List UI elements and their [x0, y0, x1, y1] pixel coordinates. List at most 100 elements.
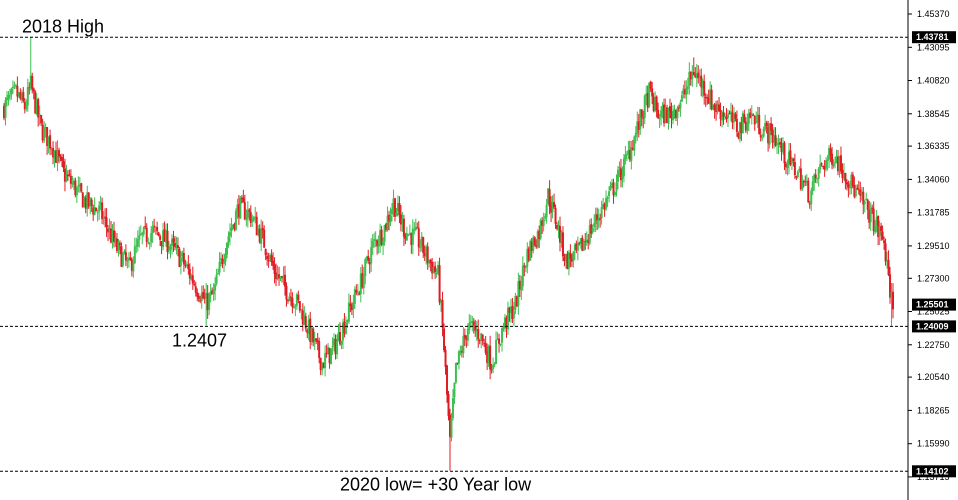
candle-body	[417, 228, 420, 248]
candle-body	[532, 237, 535, 251]
candle-body	[823, 165, 826, 170]
candle-body	[621, 175, 624, 179]
candle-body	[686, 86, 689, 89]
candle-body	[740, 122, 743, 133]
candle-body	[90, 199, 93, 207]
candle-body	[679, 102, 682, 109]
tick-label: 1.22750	[917, 340, 950, 350]
candle-body	[141, 233, 144, 235]
candle-body	[344, 322, 347, 334]
candle-body	[856, 187, 859, 189]
candle-body	[301, 310, 304, 325]
candle-body	[407, 234, 410, 236]
candle-body	[419, 247, 422, 249]
candle-body	[492, 364, 495, 369]
candle-body	[466, 329, 469, 341]
candle-body	[328, 348, 331, 364]
candle-body	[871, 207, 874, 210]
candle-body	[536, 231, 539, 248]
candle-body	[405, 233, 408, 241]
candle-body	[297, 294, 300, 301]
candle-body	[857, 189, 860, 191]
candle-body	[786, 164, 789, 168]
candle-body	[874, 225, 877, 233]
candle-body	[883, 240, 886, 244]
candle-body	[663, 104, 666, 124]
candle-body	[438, 265, 441, 303]
candle-body	[835, 156, 838, 163]
candle-body	[542, 219, 545, 227]
candle-body	[217, 272, 220, 275]
candle-body	[862, 191, 865, 205]
candle-body	[376, 240, 379, 247]
candle-body	[37, 99, 40, 118]
candle-body	[597, 217, 600, 221]
candle-body	[829, 148, 832, 156]
candle-body	[810, 190, 813, 205]
candle-body	[544, 216, 547, 219]
candle-body	[69, 175, 72, 184]
candle-body	[225, 242, 228, 255]
candle-body	[370, 247, 373, 264]
candle-body	[81, 192, 84, 208]
candle-body	[752, 114, 755, 116]
candle-body	[315, 338, 318, 341]
candle-body	[697, 72, 700, 79]
candle-body	[41, 124, 44, 141]
candle-body	[56, 149, 59, 162]
candle-body	[53, 151, 56, 159]
candle-body	[260, 228, 263, 244]
candle-body	[533, 237, 536, 246]
candle-body	[886, 260, 889, 262]
candle-body	[352, 302, 355, 309]
candle-body	[631, 148, 634, 151]
annotation-2020-low: 2020 low= +30 Year low	[340, 474, 532, 494]
candle-body	[107, 228, 110, 233]
candle-body	[52, 148, 55, 158]
candle-body	[753, 115, 756, 125]
candle-body	[5, 97, 8, 101]
candle-body	[517, 281, 520, 306]
candle-body	[633, 136, 636, 151]
candle-body	[793, 161, 796, 176]
horizontal-levels	[0, 36, 908, 472]
candle-body	[270, 255, 273, 262]
candle-body	[368, 262, 371, 265]
candle-body	[231, 224, 234, 228]
candle-body	[616, 169, 619, 182]
candle-body	[799, 168, 802, 189]
candle-body	[521, 265, 524, 287]
candle-body	[59, 156, 62, 158]
candle-body	[508, 307, 511, 313]
candle-body	[162, 230, 165, 248]
candle-body	[478, 340, 481, 342]
candle-body	[121, 254, 124, 266]
candle-body	[102, 217, 105, 219]
candle-body	[349, 303, 352, 306]
candle-body	[80, 183, 83, 192]
candle-body	[764, 123, 767, 130]
candle-body	[611, 183, 614, 185]
candle-body	[805, 181, 808, 183]
candle-body	[496, 339, 499, 341]
candle-body	[132, 262, 135, 272]
candle-body	[734, 114, 737, 119]
candle-body	[564, 253, 567, 262]
candle-body	[66, 175, 69, 177]
candle-body	[487, 346, 490, 364]
candle-body	[279, 276, 282, 279]
candle-body	[655, 96, 658, 111]
candle-body	[4, 100, 7, 119]
candle-body	[414, 227, 417, 230]
candle-body	[138, 235, 141, 240]
candle-body	[286, 299, 289, 301]
candle-body	[808, 203, 811, 205]
candle-body	[273, 264, 276, 275]
candle-body	[599, 218, 602, 220]
candle-body	[413, 229, 416, 231]
candle-body	[481, 334, 484, 342]
candle-body	[735, 118, 738, 132]
candle-body	[379, 230, 382, 246]
candle-body	[884, 243, 887, 262]
candle-body	[237, 203, 240, 218]
